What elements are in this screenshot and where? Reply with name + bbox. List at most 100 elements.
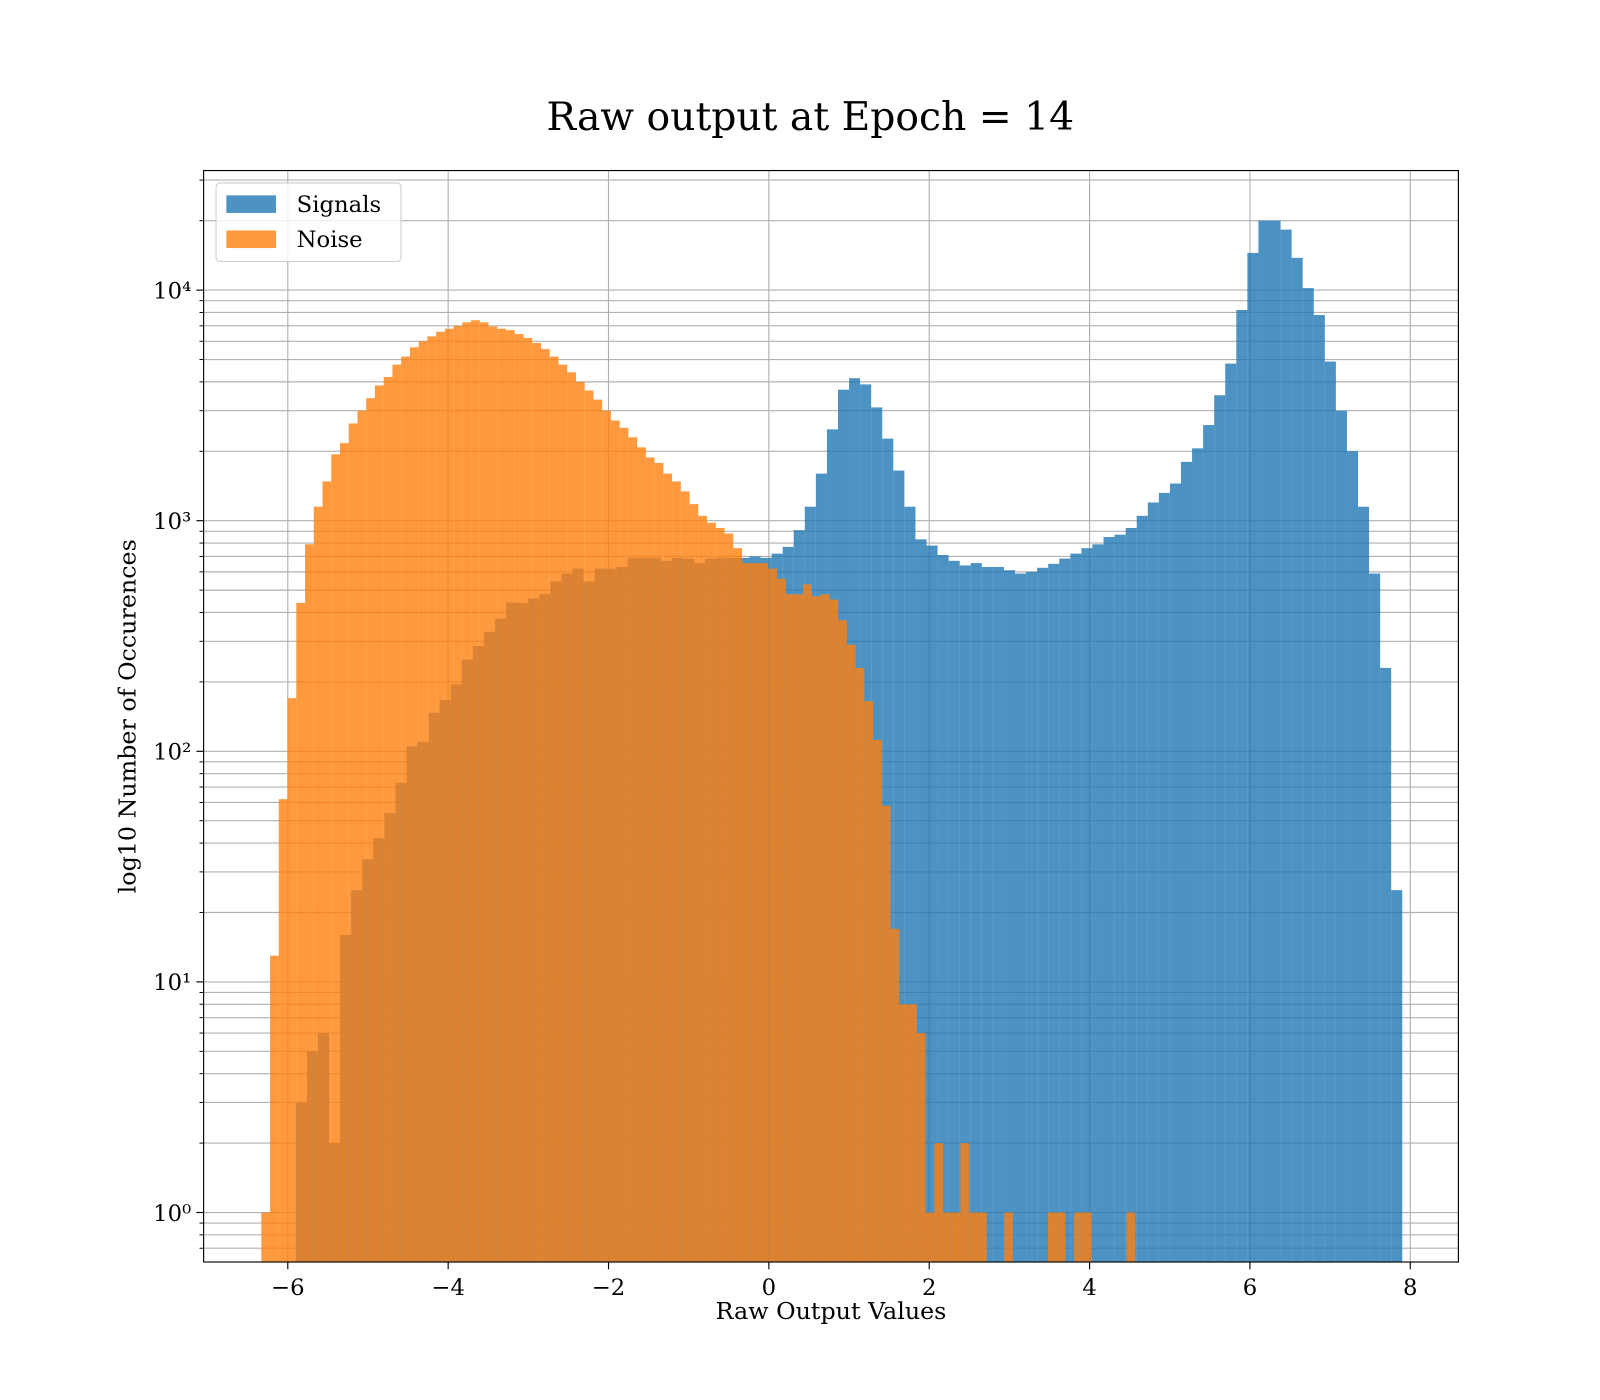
histogram-bar	[904, 506, 916, 1263]
histogram-bar	[541, 349, 550, 1263]
histogram-bar	[348, 423, 358, 1263]
histogram-bar	[864, 701, 874, 1263]
histogram-bar	[925, 1212, 935, 1263]
histogram-bar	[1236, 309, 1248, 1263]
histogram-bar	[715, 527, 725, 1263]
histogram-bar	[1291, 257, 1303, 1263]
histogram-bar	[1056, 1212, 1066, 1263]
histogram-bar	[960, 1143, 970, 1263]
histogram-bar	[1258, 220, 1270, 1263]
histogram-bar	[970, 563, 982, 1263]
histogram-bar	[374, 385, 384, 1263]
histogram-bar	[1192, 448, 1204, 1263]
histogram-bar	[959, 565, 971, 1263]
histogram-bar	[1158, 492, 1170, 1263]
histogram-bar	[383, 376, 393, 1263]
histogram-bar	[313, 506, 323, 1263]
histogram-bar	[1003, 570, 1016, 1263]
histogram-bar	[392, 364, 402, 1263]
histogram-bar	[488, 326, 498, 1263]
histogram-bar	[497, 328, 507, 1263]
histogram-bar	[1114, 534, 1126, 1263]
histogram-bar	[366, 398, 375, 1263]
histogram-bar	[899, 1004, 909, 1263]
histogram-bar	[1037, 567, 1049, 1263]
histogram-bar	[584, 390, 594, 1263]
histogram-bar	[296, 602, 306, 1263]
histogram-bar	[1225, 363, 1237, 1263]
histogram-bar	[750, 563, 760, 1263]
histogram-bar	[1026, 571, 1038, 1263]
histogram-bar	[322, 481, 332, 1263]
histogram-bar	[992, 566, 1004, 1263]
histogram-bar	[593, 399, 603, 1263]
histogram-bar	[418, 341, 428, 1263]
plot-frame	[203, 169, 1459, 1263]
histogram-bar	[663, 473, 673, 1263]
histogram-bar	[575, 381, 585, 1263]
histogram-bar	[444, 328, 454, 1263]
histogram-bar	[1247, 252, 1259, 1263]
histogram-bar	[479, 322, 489, 1263]
x-tick-label: 2	[922, 1275, 936, 1301]
histogram-bar	[794, 594, 804, 1263]
histogram-bar	[969, 1212, 978, 1263]
histogram-bar	[645, 457, 655, 1263]
histogram-bar	[471, 320, 480, 1263]
histogram-bar	[1380, 667, 1392, 1263]
x-tick-label: −6	[271, 1275, 305, 1301]
y-tick-label: 10⁰	[153, 1201, 191, 1227]
histogram-bar	[934, 1143, 944, 1263]
histogram-bar	[287, 698, 297, 1263]
histogram-bar	[1203, 425, 1215, 1263]
x-tick-label: 0	[762, 1275, 776, 1301]
legend-swatch	[226, 195, 276, 213]
histogram-bar	[926, 545, 938, 1263]
histogram-bar	[916, 1033, 926, 1263]
legend-label: Noise	[297, 227, 363, 253]
histogram-bar	[943, 1212, 952, 1263]
bars	[261, 220, 1403, 1263]
legend-swatch	[226, 230, 276, 249]
histogram-bar	[1335, 410, 1347, 1263]
histogram-bar	[602, 410, 611, 1263]
histogram-bar	[908, 1004, 917, 1263]
x-tick-label: −4	[431, 1275, 465, 1301]
histogram-bar	[1324, 361, 1336, 1263]
histogram-bar	[951, 1212, 961, 1263]
histogram-bar	[558, 364, 568, 1263]
histogram-bar	[261, 1212, 271, 1263]
histogram-bar	[937, 555, 949, 1263]
legend: Signals Noise	[215, 182, 402, 263]
histogram-bar	[514, 334, 524, 1263]
histogram-bar	[893, 470, 905, 1263]
histogram-bar	[409, 347, 419, 1263]
histogram-bar	[981, 566, 993, 1263]
histogram-bar	[785, 594, 795, 1263]
histogram-bar	[654, 462, 664, 1263]
histogram-bar	[401, 356, 410, 1263]
histogram-bar	[331, 454, 340, 1263]
y-tick-label: 10²	[153, 740, 191, 766]
histogram-bar	[628, 437, 638, 1263]
histogram-bar	[532, 342, 542, 1263]
histogram-bar	[549, 356, 559, 1263]
histogram-bar	[1048, 563, 1060, 1263]
x-axis-label: Raw Output Values	[716, 1297, 947, 1325]
histogram-bar	[733, 548, 743, 1263]
histogram-bar	[462, 322, 472, 1263]
histogram-bar	[672, 481, 681, 1263]
histogram-bar	[698, 515, 708, 1263]
histogram-bar	[977, 1212, 987, 1263]
histogram-bar	[1004, 1212, 1013, 1263]
histogram-bar	[776, 578, 786, 1263]
histogram-bar	[680, 491, 690, 1263]
histogram-bar	[820, 594, 830, 1263]
y-tick-label: 10³	[153, 509, 191, 535]
histogram-bar	[759, 563, 769, 1263]
histogram-bar	[1081, 548, 1093, 1263]
histogram-bar	[523, 337, 533, 1263]
histogram-bar	[724, 533, 734, 1263]
histogram-bar	[453, 325, 463, 1263]
histogram-bar	[1047, 1212, 1057, 1263]
